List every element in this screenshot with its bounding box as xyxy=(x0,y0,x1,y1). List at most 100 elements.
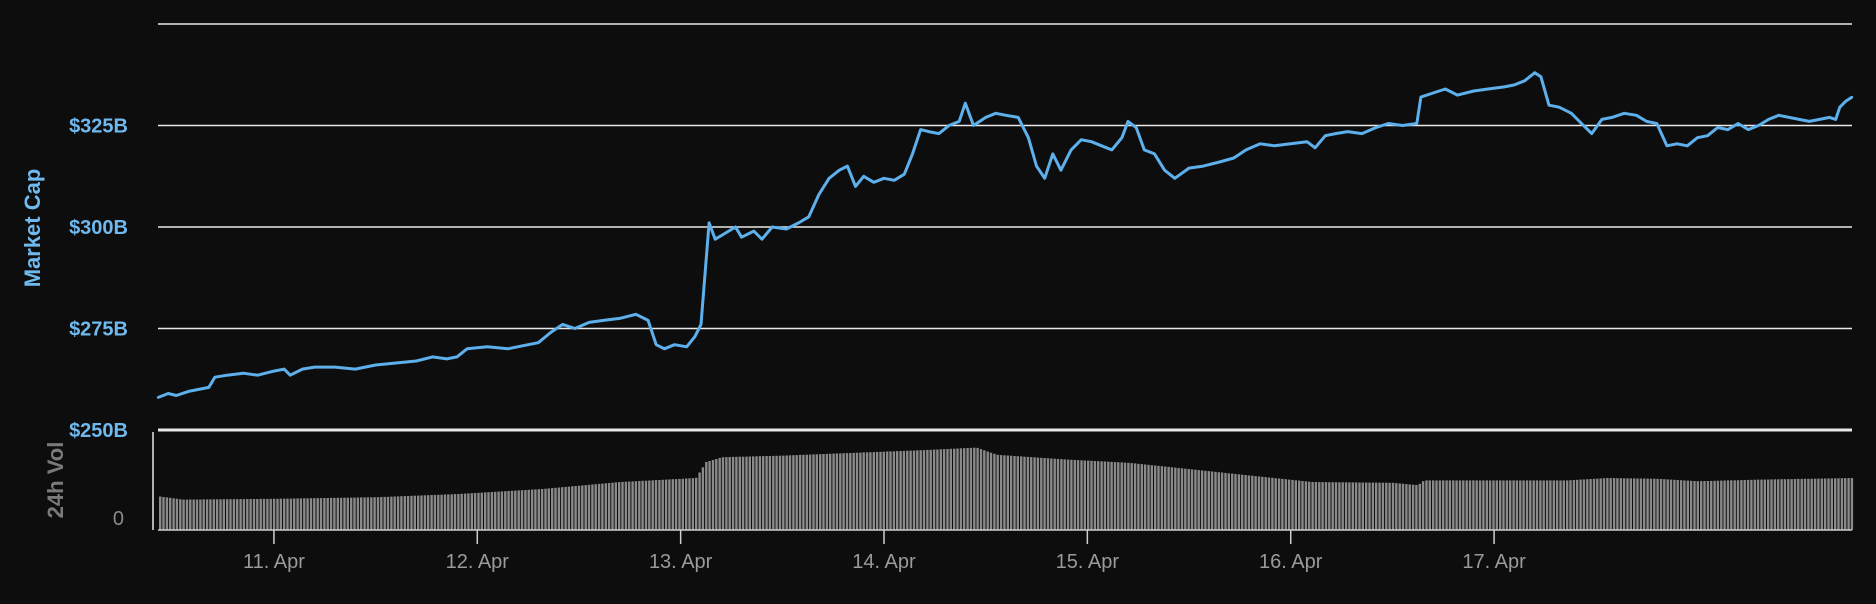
data-point[interactable] xyxy=(1675,142,1679,145)
data-point[interactable] xyxy=(1244,148,1248,152)
data-point[interactable] xyxy=(354,367,357,371)
data-point[interactable] xyxy=(1143,148,1146,152)
data-point[interactable] xyxy=(752,229,755,233)
data-point[interactable] xyxy=(994,112,997,115)
data-point[interactable] xyxy=(911,152,914,156)
data-point[interactable] xyxy=(374,363,377,367)
data-point[interactable] xyxy=(1570,112,1573,115)
data-point[interactable] xyxy=(903,173,906,176)
data-point[interactable] xyxy=(634,313,638,316)
data-point[interactable] xyxy=(872,181,875,184)
data-point[interactable] xyxy=(1218,160,1221,164)
data-point[interactable] xyxy=(1655,122,1659,125)
data-point[interactable] xyxy=(1444,87,1447,91)
data-point[interactable] xyxy=(1163,169,1166,172)
data-point[interactable] xyxy=(1232,156,1236,160)
data-point[interactable] xyxy=(1080,138,1083,141)
data-point[interactable] xyxy=(1035,164,1038,168)
data-point[interactable] xyxy=(1696,136,1699,139)
data-point[interactable] xyxy=(1665,144,1669,147)
data-point[interactable] xyxy=(225,374,229,377)
data-point[interactable] xyxy=(289,374,292,377)
data-point[interactable] xyxy=(882,177,886,180)
data-point[interactable] xyxy=(1828,116,1831,119)
data-point[interactable] xyxy=(714,238,717,241)
data-point[interactable] xyxy=(333,365,337,369)
data-point[interactable] xyxy=(807,215,810,218)
data-point[interactable] xyxy=(1808,120,1811,123)
data-point[interactable] xyxy=(1431,91,1435,95)
data-point[interactable] xyxy=(156,396,160,399)
data-point[interactable] xyxy=(1590,132,1593,135)
data-point[interactable] xyxy=(1004,114,1008,117)
data-point[interactable] xyxy=(1818,118,1821,121)
data-point[interactable] xyxy=(207,386,210,389)
data-point[interactable] xyxy=(964,102,967,105)
data-point[interactable] xyxy=(1850,95,1854,99)
data-point[interactable] xyxy=(1387,122,1390,125)
data-point[interactable] xyxy=(673,343,676,346)
data-point[interactable] xyxy=(1472,89,1475,93)
data-point[interactable] xyxy=(1777,114,1781,117)
data-point[interactable] xyxy=(537,341,540,344)
data-point[interactable] xyxy=(724,231,727,235)
data-point[interactable] xyxy=(1419,95,1423,99)
data-point[interactable] xyxy=(1580,122,1583,125)
data-point[interactable] xyxy=(618,317,621,320)
data-point[interactable] xyxy=(486,345,489,348)
data-point[interactable] xyxy=(1415,122,1419,125)
data-point[interactable] xyxy=(740,236,743,239)
data-point[interactable] xyxy=(862,175,865,178)
data-point[interactable] xyxy=(394,361,398,365)
data-point[interactable] xyxy=(445,357,448,361)
data-point[interactable] xyxy=(415,359,418,363)
data-point[interactable] xyxy=(1834,118,1837,121)
data-point[interactable] xyxy=(693,335,697,338)
data-point[interactable] xyxy=(1838,106,1842,109)
data-point[interactable] xyxy=(797,221,800,225)
data-point[interactable] xyxy=(854,185,857,188)
data-point[interactable] xyxy=(1017,116,1020,119)
data-point[interactable] xyxy=(301,367,304,371)
data-point[interactable] xyxy=(1153,152,1156,156)
data-point[interactable] xyxy=(1503,85,1506,89)
data-point[interactable] xyxy=(1513,83,1516,87)
data-point[interactable] xyxy=(1374,126,1378,129)
data-point[interactable] xyxy=(602,319,605,322)
data-point[interactable] xyxy=(1635,114,1638,117)
data-point[interactable] xyxy=(1069,148,1073,152)
data-point[interactable] xyxy=(1135,126,1138,129)
data-point[interactable] xyxy=(167,392,170,395)
data-point[interactable] xyxy=(282,367,286,371)
data-point[interactable] xyxy=(1027,136,1030,139)
data-point[interactable] xyxy=(827,177,831,180)
data-point[interactable] xyxy=(431,355,434,359)
data-point[interactable] xyxy=(1273,144,1276,147)
data-point[interactable] xyxy=(455,355,459,359)
data-point[interactable] xyxy=(984,116,987,119)
data-point[interactable] xyxy=(242,372,245,375)
data-point[interactable] xyxy=(785,227,788,231)
data-point[interactable] xyxy=(646,319,650,322)
data-point[interactable] xyxy=(893,179,896,182)
data-point[interactable] xyxy=(272,369,276,373)
data-point[interactable] xyxy=(1558,106,1561,109)
data-point[interactable] xyxy=(1305,140,1309,143)
data-point[interactable] xyxy=(1126,120,1130,123)
data-point[interactable] xyxy=(1259,142,1262,145)
data-point[interactable] xyxy=(771,225,774,229)
data-point[interactable] xyxy=(1401,124,1404,127)
data-point[interactable] xyxy=(958,120,961,123)
data-point[interactable] xyxy=(1736,122,1740,125)
data-point[interactable] xyxy=(573,327,577,330)
data-point[interactable] xyxy=(549,331,552,334)
data-point[interactable] xyxy=(1797,118,1801,121)
data-point[interactable] xyxy=(1043,177,1046,180)
data-point[interactable] xyxy=(187,390,190,393)
data-point[interactable] xyxy=(760,238,764,241)
data-point[interactable] xyxy=(1486,87,1490,91)
data-point[interactable] xyxy=(655,343,658,346)
data-point[interactable] xyxy=(927,130,930,133)
data-point[interactable] xyxy=(1757,124,1760,127)
data-point[interactable] xyxy=(1120,136,1124,139)
